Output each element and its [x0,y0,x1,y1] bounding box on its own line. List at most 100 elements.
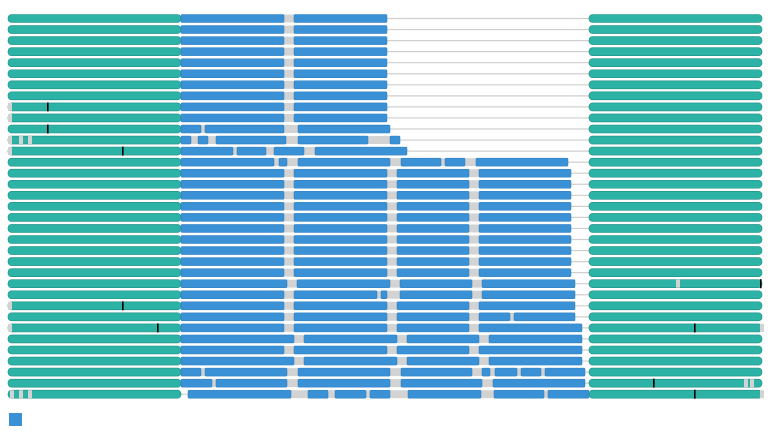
alignment-block [478,323,583,333]
position-tick [157,323,159,333]
left-flank-track [7,301,182,311]
alignment-block [478,268,572,277]
alignment-block [180,301,285,311]
alignment-block [293,25,388,34]
alignment-block [481,290,576,299]
alignment-block [481,367,491,377]
alignment-block [180,290,285,299]
left-flank-track [7,36,182,45]
right-flank-track [588,135,763,145]
left-flank-track [7,47,182,56]
alignment-block [547,389,590,399]
alignment-block [197,135,209,145]
right-flank-track [588,36,763,45]
gap-notch [760,323,764,332]
alignment-block [399,290,473,299]
gap-notch [760,390,764,399]
alignment-block [478,168,572,178]
gap-notch [28,390,32,399]
alignment-block [180,191,285,200]
alignment-block [293,257,388,266]
alignment-block [236,146,267,156]
alignment-block [293,80,388,90]
alignment-block [204,124,285,134]
right-flank-track [588,290,763,300]
right-flank-track [588,367,763,377]
alignment-block [396,246,470,255]
gap-notch [8,301,12,310]
right-flank-track [588,146,763,156]
alignment-block [180,168,285,178]
alignment-block [180,25,285,34]
alignment-block [293,202,388,211]
left-flank-track [7,25,182,34]
alignment-block [180,224,285,233]
right-flank-track [588,202,763,211]
left-flank-track [7,14,182,23]
right-flank-track [588,102,763,112]
right-flank-track [588,356,763,366]
left-flank-track [7,179,182,189]
left-flank-track [7,290,182,300]
alignment-block [293,246,388,255]
gap-notch [8,136,12,145]
alignment-block [180,102,285,112]
alignment-block [334,389,367,399]
alignment-block [475,157,569,167]
right-flank-track [588,58,763,68]
position-tick [694,389,696,399]
left-flank-track [7,146,182,156]
left-flank-track [7,268,182,277]
left-flank-track [7,191,182,200]
right-flank-track [588,91,763,101]
gap-notch [8,113,12,122]
alignment-block [296,279,391,288]
alignment-block [478,257,572,266]
alignment-block [297,124,391,134]
right-flank-track [588,301,763,311]
left-flank-track [7,124,182,134]
left-flank-track [7,356,182,366]
alignment-block [400,367,473,377]
alignment-block [396,202,470,211]
alignment-block [278,157,288,167]
alignment-block [293,91,388,101]
alignment-block [293,69,388,78]
alignment-block [396,213,470,222]
right-flank-track [588,14,763,23]
alignment-block [396,323,470,333]
alignment-block [307,389,329,399]
alignment-block [180,268,285,277]
alignment-block [293,312,388,322]
alignment-block [478,235,572,244]
alignment-block [293,290,378,299]
alignment-block [478,213,572,222]
right-flank-track [588,257,763,266]
gap-notch [750,379,754,388]
left-flank-track [7,246,182,255]
alignment-block [180,69,285,78]
left-flank-track [7,102,182,112]
right-flank-track [588,389,763,399]
alignment-block [180,246,285,255]
gap-notch [8,147,12,156]
position-tick [694,323,696,333]
left-flank-track [7,312,182,322]
alignment-block [396,345,470,355]
right-flank-track [588,279,763,289]
alignment-block [293,224,388,233]
alignment-block [293,102,388,112]
alignment-block [303,334,398,344]
alignment-block [293,268,388,277]
alignment-block [180,157,275,167]
alignment-block [396,235,470,244]
alignment-block [180,378,213,388]
left-flank-track [7,113,182,123]
alignment-block [180,135,192,145]
alignment-block [215,135,287,145]
left-flank-track [7,323,182,333]
alignment-block [180,235,285,244]
alignment-block [293,47,388,56]
gap-notch [8,102,12,111]
left-flank-track [7,345,182,355]
